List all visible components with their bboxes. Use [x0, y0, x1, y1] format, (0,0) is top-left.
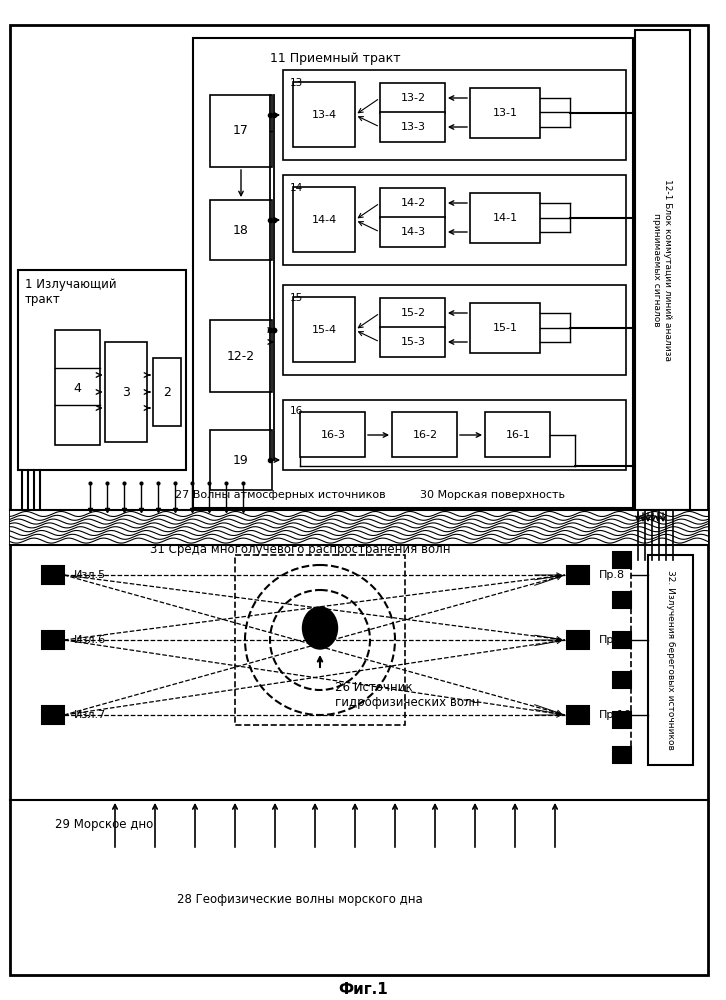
Bar	[10, 800, 708, 975]
Bar	[283, 285, 626, 375]
Text: Фиг.1: Фиг.1	[338, 982, 388, 998]
Bar	[567, 706, 589, 724]
Bar	[55, 330, 100, 445]
Text: 26 Источник
гидрофизических волн: 26 Источник гидрофизических волн	[335, 681, 479, 709]
Text: Пр.8: Пр.8	[599, 570, 625, 580]
Bar	[380, 188, 445, 218]
Bar	[613, 592, 631, 608]
Bar	[635, 30, 690, 510]
Text: 15-4: 15-4	[311, 325, 337, 335]
Bar	[210, 430, 272, 490]
Text: 13: 13	[290, 78, 303, 88]
Bar	[613, 712, 631, 728]
Text: Изл.7: Изл.7	[74, 710, 106, 720]
Bar	[210, 320, 272, 392]
Text: 16-2: 16-2	[412, 430, 438, 440]
Bar	[42, 706, 64, 724]
Bar	[283, 70, 626, 160]
Bar	[470, 88, 540, 138]
Text: 13-2: 13-2	[401, 93, 425, 103]
Text: Изл.6: Изл.6	[74, 635, 106, 645]
Bar	[18, 270, 186, 470]
Text: 15-1: 15-1	[492, 323, 518, 333]
Text: 13-3: 13-3	[401, 122, 425, 132]
Text: 15: 15	[290, 293, 303, 303]
Text: 31 Среда многолучевого распространения волн: 31 Среда многолучевого распространения в…	[150, 544, 450, 556]
Text: 1 Излучающий
тракт: 1 Излучающий тракт	[25, 278, 117, 306]
Text: 11 Приемный тракт: 11 Приемный тракт	[270, 52, 401, 65]
Text: 29 Морское дно: 29 Морское дно	[55, 818, 153, 831]
Text: 3: 3	[122, 385, 130, 398]
Text: 12-2: 12-2	[227, 350, 255, 362]
Text: 16: 16	[290, 406, 303, 416]
Text: 2: 2	[163, 385, 171, 398]
Bar	[283, 175, 626, 265]
Bar	[193, 38, 633, 508]
Text: 18: 18	[233, 224, 249, 236]
Bar	[10, 510, 708, 545]
Text: 27 Волны атмосферных источников: 27 Волны атмосферных источников	[175, 490, 386, 500]
Text: Изл.5: Изл.5	[74, 570, 106, 580]
Text: 12-1 Блок коммутации линий анализа
принимаемых сигналов: 12-1 Блок коммутации линий анализа прини…	[652, 179, 672, 361]
Bar	[392, 412, 457, 457]
Text: 17: 17	[233, 124, 249, 137]
Bar	[380, 112, 445, 142]
Bar	[613, 747, 631, 763]
Bar	[105, 342, 147, 442]
Bar	[293, 82, 355, 147]
Text: 19: 19	[233, 454, 249, 466]
Bar	[293, 297, 355, 362]
Bar	[293, 187, 355, 252]
Text: 13-4: 13-4	[311, 110, 337, 120]
Text: 4: 4	[73, 381, 81, 394]
Bar	[42, 566, 64, 584]
Bar	[470, 193, 540, 243]
Text: 14-1: 14-1	[492, 213, 518, 223]
Bar	[613, 552, 631, 568]
Text: 14-2: 14-2	[400, 198, 425, 208]
Bar	[380, 298, 445, 328]
Bar	[567, 631, 589, 649]
Bar	[380, 83, 445, 113]
Text: 32. Излучения береговых источников: 32. Излучения береговых источников	[666, 570, 674, 750]
Bar	[300, 412, 365, 457]
Text: 14-4: 14-4	[311, 215, 337, 225]
Bar	[648, 555, 693, 765]
Text: 28 Геофизические волны морского дна: 28 Геофизические волны морского дна	[177, 894, 423, 906]
Bar	[42, 631, 64, 649]
Text: 15-2: 15-2	[401, 308, 425, 318]
Text: 13-1: 13-1	[492, 108, 518, 118]
Ellipse shape	[303, 607, 338, 649]
Bar	[485, 412, 550, 457]
Bar	[613, 672, 631, 688]
Text: Пр.10: Пр.10	[599, 710, 632, 720]
Bar	[235, 555, 405, 725]
Text: 16-1: 16-1	[505, 430, 531, 440]
Bar	[153, 358, 181, 426]
Text: 30 Морская поверхность: 30 Морская поверхность	[420, 490, 565, 500]
Bar	[283, 400, 626, 470]
Bar	[380, 327, 445, 357]
Text: 14-3: 14-3	[401, 227, 425, 237]
Text: 15-3: 15-3	[401, 337, 425, 347]
Bar	[210, 200, 272, 260]
Bar	[567, 566, 589, 584]
Bar	[613, 632, 631, 648]
Text: 16-3: 16-3	[320, 430, 346, 440]
Bar	[380, 217, 445, 247]
Text: 14: 14	[290, 183, 303, 193]
Bar	[210, 95, 272, 167]
Text: Пр.9: Пр.9	[599, 635, 625, 645]
Bar	[470, 303, 540, 353]
